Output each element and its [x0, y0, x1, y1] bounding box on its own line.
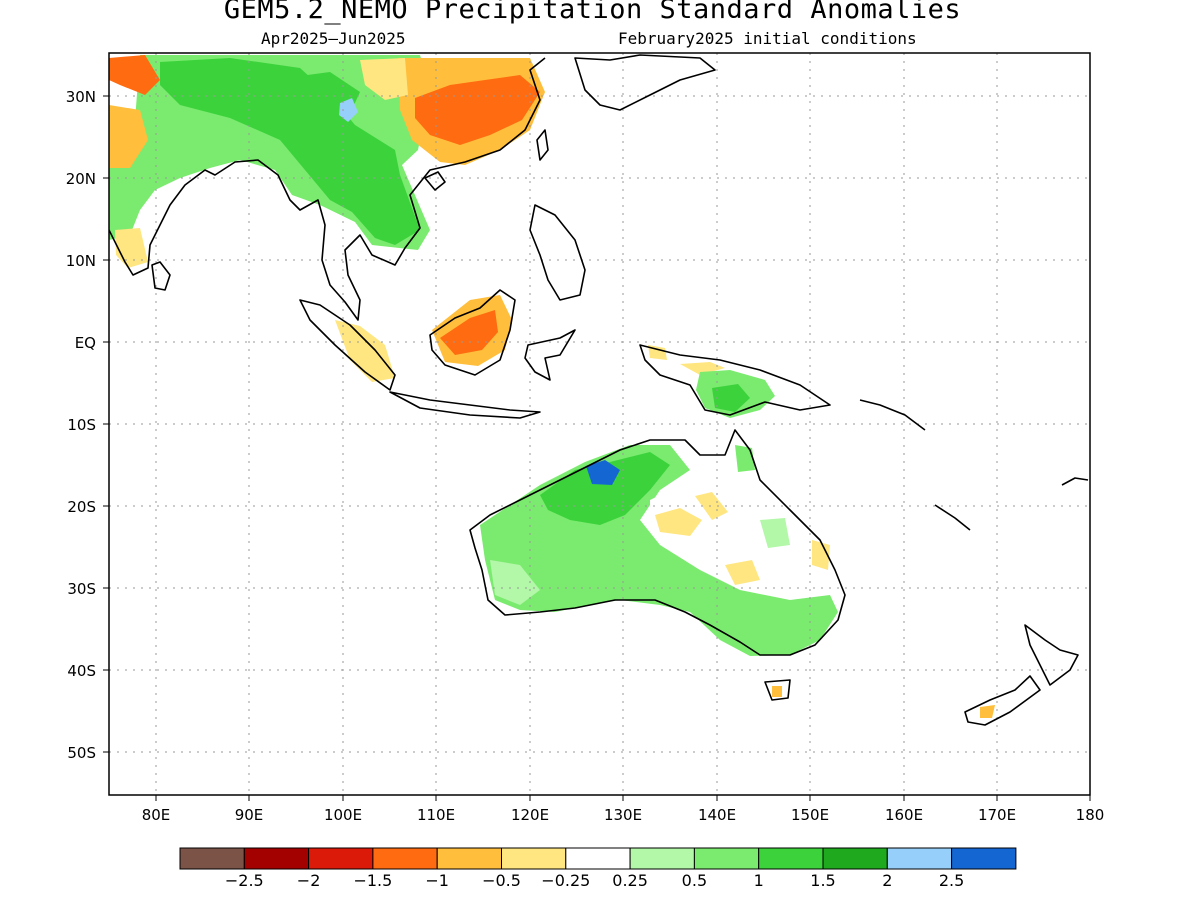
colorbar-label: −2: [297, 871, 321, 890]
colorbar-swatch: [372, 847, 438, 870]
lat-label-10n: 10N: [66, 252, 96, 270]
lat-label-30s: 30S: [67, 580, 96, 598]
anomaly-region-australia-yellow-2: [695, 492, 728, 520]
anomaly-region-australia-blue: [586, 460, 620, 485]
lat-label-30n: 30N: [66, 88, 96, 106]
lat-label-eq: EQ: [75, 334, 96, 352]
colorbar-swatch: [243, 847, 310, 870]
initial-conditions: February2025 initial conditions: [618, 29, 917, 48]
lat-label-40s: 40S: [67, 662, 96, 680]
colorbar-label: 1: [754, 871, 764, 890]
graticule: [109, 53, 1090, 795]
colorbar-swatch: [693, 847, 760, 870]
anomaly-region-nz-orange: [980, 705, 995, 718]
colorbar-swatch: [501, 847, 567, 870]
longitude-labels: 80E 90E 100E 110E 120E 130E 140E 150E 16…: [142, 806, 1105, 824]
lat-label-50s: 50S: [67, 744, 96, 762]
anomaly-region-borneo-darkorange: [440, 310, 498, 355]
anomaly-region-nw-orange: [109, 55, 160, 95]
colorbar-swatch: [951, 847, 1017, 870]
coastline-tasmania: [764, 679, 791, 701]
axis-ticks: [103, 95, 1091, 801]
anomaly-region-newguinea-darkgreen: [712, 384, 750, 412]
coastline-new-zealand-south: [964, 675, 1041, 726]
lon-label-80e: 80E: [142, 806, 171, 824]
coastline-new-guinea: [639, 344, 831, 416]
lon-label-150e: 150E: [791, 806, 829, 824]
coastline-japan: [574, 54, 716, 111]
colorbar-label: 2: [882, 871, 892, 890]
lon-label-120e: 120E: [511, 806, 549, 824]
coastline-australia: [469, 429, 846, 656]
map-content: [109, 53, 1090, 795]
coastline-philippines: [529, 204, 586, 301]
anomaly-region-india-orange: [109, 105, 148, 168]
lat-label-10s: 10S: [67, 416, 96, 434]
anomaly-region-asia-darkgreen: [160, 58, 420, 245]
colorbar: −2.5 −2 −1.5 −1 −0.5 −0.25 0.25 0.5 1 1.5 2 2.5: [179, 847, 1017, 890]
coastline-new-zealand-north: [1024, 624, 1079, 686]
lon-label-90e: 90E: [235, 806, 264, 824]
anomaly-region-india-yellow: [115, 228, 148, 268]
anomaly-region-china-darkorange: [415, 75, 540, 145]
colorbar-label: −2.5: [225, 871, 264, 890]
anomaly-region-australia-lightgreen-1: [760, 518, 790, 548]
colorbar-swatch: [308, 847, 374, 870]
colorbar-label: 0.25: [612, 871, 648, 890]
coastlines: [109, 54, 1089, 726]
latitude-labels: 30N 20N 10N EQ 10S 20S 30S 40S 50S: [66, 88, 96, 762]
colorbar-swatch: [436, 847, 503, 870]
lat-label-20n: 20N: [66, 170, 96, 188]
coastline-sri-lanka: [151, 261, 171, 291]
lat-label-20s: 20S: [67, 498, 96, 516]
anomaly-region-newguinea-yellow: [648, 345, 725, 375]
anomaly-region-sumatra-yellow: [335, 320, 395, 382]
colorbar-swatch: [822, 847, 888, 870]
anomaly-region-asia-darkgreen-2: [270, 72, 360, 120]
coastline-taiwan: [536, 129, 549, 161]
colorbar-label: 0.5: [682, 871, 707, 890]
colorbar-label: 2.5: [939, 871, 964, 890]
colorbar-swatch: [629, 847, 695, 870]
lon-label-170e: 170E: [978, 806, 1016, 824]
anomaly-region-tibet-blue: [339, 98, 358, 122]
anomaly-region-australia-yellow-3: [725, 560, 760, 585]
coastline-sulawesi: [524, 329, 576, 381]
coastline-hainan: [424, 171, 446, 191]
coastline-borneo: [429, 289, 516, 376]
lon-label-160e: 160E: [885, 806, 923, 824]
coastline-solomon-islands: [859, 399, 926, 431]
lon-label-140e: 140E: [698, 806, 736, 824]
anomaly-region-tasmania-orange: [772, 686, 782, 697]
colorbar-label: −0.5: [482, 871, 521, 890]
colorbar-label: −1.5: [353, 871, 392, 890]
coastline-sumatra: [299, 299, 396, 391]
lon-label-130e: 130E: [604, 806, 642, 824]
colorbar-label: −1: [425, 871, 449, 890]
colorbar-swatch: [565, 847, 631, 870]
forecast-period: Apr2025—Jun2025: [261, 29, 406, 48]
anomaly-region-australia-yellow-1: [655, 508, 702, 536]
colorbar-swatch: [179, 847, 245, 870]
anomaly-shading: [109, 55, 995, 718]
coastline-vanuatu: [934, 504, 971, 531]
lon-label-180: 180: [1076, 806, 1105, 824]
map-title: GEM5.2_NEMO Precipitation Standard Anoma…: [223, 0, 962, 25]
anomaly-region-australia-yellow-4: [812, 540, 830, 570]
anomaly-region-tibet-yellow: [360, 58, 408, 100]
coastline-java: [389, 391, 541, 419]
colorbar-label: −0.25: [541, 871, 590, 890]
lon-label-100e: 100E: [324, 806, 362, 824]
anomaly-region-australia-darkgreen: [540, 452, 670, 525]
colorbar-swatch: [886, 847, 953, 870]
anomaly-region-australia-white: [650, 478, 810, 592]
lon-label-110e: 110E: [417, 806, 455, 824]
coastline-mainland-asia: [109, 57, 546, 321]
coastline-fiji: [1061, 477, 1089, 486]
colorbar-label: 1.5: [810, 871, 835, 890]
anomaly-region-australia-lightgreen-2: [490, 560, 540, 605]
colorbar-swatch: [758, 847, 824, 870]
